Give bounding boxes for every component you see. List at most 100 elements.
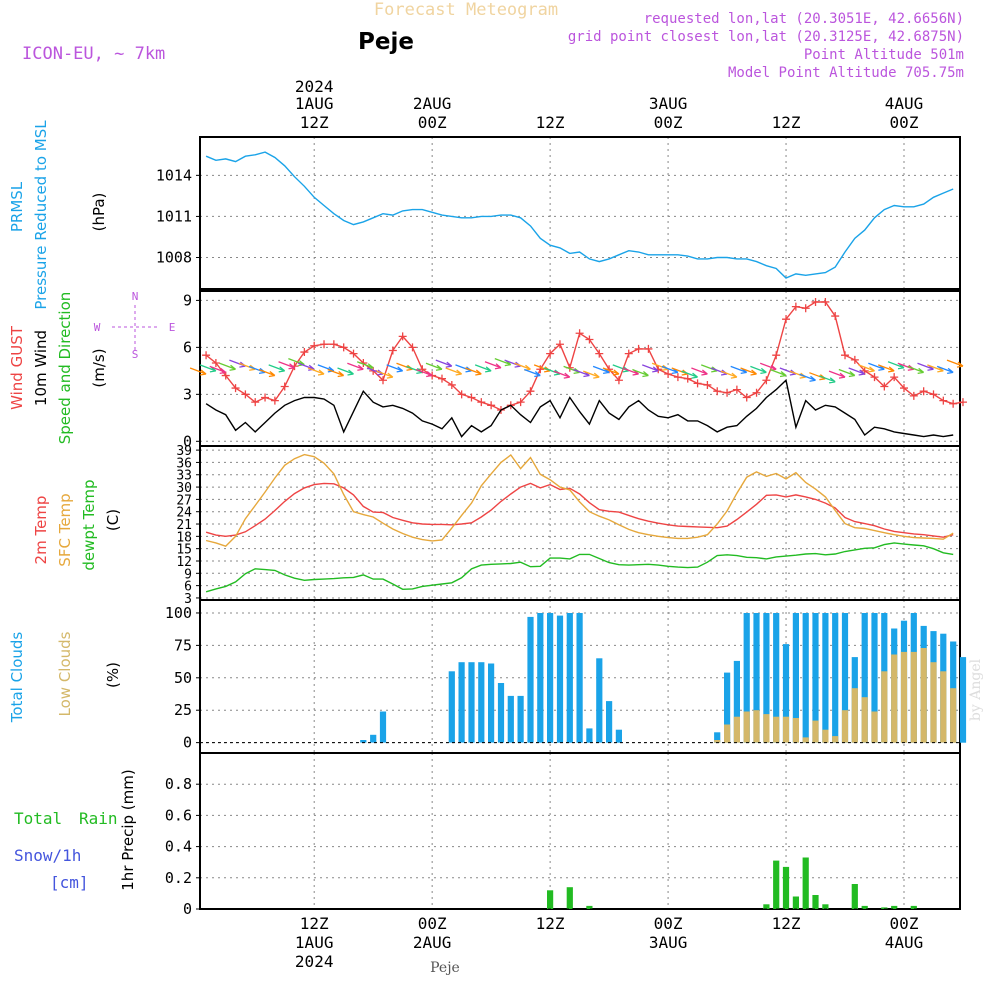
gust-marker [801,304,810,313]
ytick-label-temperature-8: 27 [176,493,192,508]
bar-clouds-0 [733,660,740,743]
top-tick-hour-0: 12Z [300,113,329,132]
wind-arrow [681,370,698,379]
gust-marker [526,387,535,396]
gust-marker [595,349,604,358]
bar-clouds-1 [900,651,908,743]
top-tick-date-5: 4AUG [885,94,924,113]
bar-clouds-0 [792,613,799,743]
watermark: by Angel [968,658,984,721]
wind-arrow [946,359,964,368]
bar-clouds-1 [930,662,937,743]
wind-arrow [642,364,659,373]
bar-clouds-1 [891,654,898,743]
bar-clouds-1 [910,651,917,743]
gust-marker [811,297,820,306]
bar-clouds-1 [753,710,760,743]
label-2m-temp: 2m Temp [32,496,50,565]
label-pressure: Pressure Reduced to MSL [32,120,50,310]
wind-arrow [209,365,227,375]
gust-marker [713,387,722,396]
bar-clouds-0 [763,613,770,743]
info-line-requested: requested lon,lat (20.3051E, 42.6656N) [644,11,964,27]
bar-precip-0 [812,895,819,909]
bar-clouds-1 [773,716,780,743]
bar-clouds-0 [832,613,839,743]
compass-e: E [169,321,176,334]
label-hpa-unit: (hPa) [90,193,108,232]
wind-arrow [720,370,738,379]
gust-marker [398,332,407,341]
bottom-tick-date-5: 4AUG [885,933,924,952]
label-total-precip: Total [14,809,62,828]
gust-marker [320,340,329,349]
bar-precip-0 [802,857,809,909]
gust-marker [251,398,260,407]
footer-location: Peje [430,960,460,976]
bar-clouds-0 [606,701,613,743]
wind-arrow [769,368,787,378]
label-wind-gust: Wind GUST [8,325,26,410]
info-line-gridpoint: grid point closest lon,lat (20.3125E, 42… [568,29,964,45]
bar-clouds-1 [822,729,829,743]
gust-marker [457,390,466,399]
bar-clouds-0 [556,615,564,743]
wind-arrow [376,370,394,379]
bar-clouds-0 [596,658,603,743]
ytick-label-wind-3: 9 [183,291,192,309]
wind-arrow [425,362,443,371]
bar-clouds-0 [360,740,367,743]
bar-clouds-0 [812,613,819,743]
bar-clouds-1 [940,671,947,743]
bar-clouds-1 [851,688,858,743]
bar-clouds-0 [822,613,829,743]
gust-marker [585,335,594,344]
bottom-tick-hour-5: 00Z [890,914,919,933]
wind-arrow [740,367,757,376]
gust-marker [261,393,270,402]
gust-marker [673,373,682,382]
bar-precip-0 [910,905,917,909]
ytick-label-temperature-9: 30 [176,481,192,496]
gust-marker [683,374,692,383]
bar-clouds-1 [920,648,927,743]
gust-marker [958,398,967,407]
bar-clouds-0 [527,616,534,743]
panel-frame-temperature [199,445,961,601]
bar-clouds-0 [448,671,455,743]
bar-clouds-0 [370,734,377,743]
ytick-label-temperature-1: 6 [184,580,192,595]
compass-cross [112,305,160,352]
gust-marker [408,343,417,352]
gust-marker [791,302,800,311]
bar-clouds-0 [507,695,514,743]
gust-marker [890,373,899,382]
bar-clouds-0 [802,613,809,743]
bar-clouds-1 [792,718,799,743]
gust-marker [211,359,220,368]
wind-arrow [435,359,453,368]
bar-clouds-0 [743,613,750,743]
gust-marker [280,382,289,391]
gust-marker [870,373,879,382]
wind-arrow [474,364,492,373]
wind-arrow [907,365,925,375]
label-precip-unit: 1hr Precip (mm) [119,769,137,890]
top-title: Forecast Meteogram [374,0,558,20]
bar-clouds-0 [782,644,790,743]
bar-clouds-0 [841,613,849,743]
gust-marker [467,393,476,402]
gust-marker [841,351,850,360]
gust-marker [546,349,555,358]
bottom-tick-year-0: 2024 [295,952,334,971]
gust-marker [831,312,840,321]
top-tick-date-1: 2AUG [413,94,452,113]
ytick-label-pressure-0: 1008 [156,249,192,267]
series-line-temperature-2 [205,542,954,593]
top-tick-date-3: 3AUG [649,94,688,113]
ytick-label-temperature-12: 39 [176,444,192,459]
compass-w: W [94,321,101,334]
bar-clouds-1 [881,671,888,743]
